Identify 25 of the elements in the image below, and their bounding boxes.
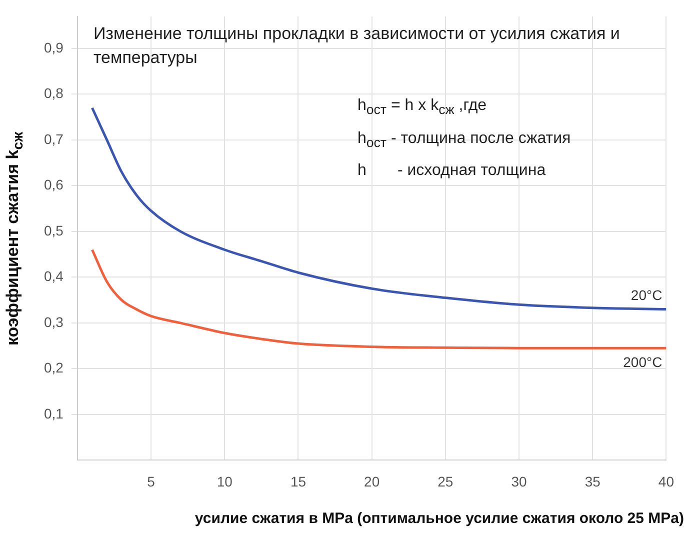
x-tick-label: 5 <box>147 473 156 490</box>
annotation: h$_{ост}$ - толщина после сжатия <box>357 128 571 152</box>
series-label: 200°C <box>623 354 662 370</box>
x-axis-title: усилие сжатия в MPa (оптимальное усилие сжатия около 25 MPa) <box>194 510 684 527</box>
y-tick-label: 0,5 <box>44 222 64 238</box>
x-tick-label: 35 <box>584 473 601 490</box>
series-label: 20°C <box>630 287 662 304</box>
y-tick-label: 0,1 <box>44 405 64 422</box>
x-tick-label: 25 <box>438 473 454 490</box>
x-tick-label: 10 <box>216 473 233 490</box>
y-tick-label: 0,9 <box>44 39 64 56</box>
y-tick-label: 0,6 <box>44 176 64 193</box>
x-tick-label: 30 <box>511 473 528 490</box>
line-series <box>90 248 666 350</box>
y-tick-label: 0,4 <box>44 268 64 284</box>
x-tick-label: 15 <box>290 473 306 490</box>
y-tick-label: 0,2 <box>44 360 64 376</box>
annotation: h - исходная толщина <box>357 160 547 181</box>
y-tick-label: 0,3 <box>44 314 64 330</box>
annotation: h$_{ост}$ = h x k$_{сж}$ ,где <box>357 96 488 120</box>
x-tick-label: 20 <box>364 473 380 490</box>
y-tick-label: 0,7 <box>44 130 64 147</box>
text: Изменение толщины прокладки в зависимости от усилия сжатия и температуры <box>93 23 621 70</box>
x-tick-label: 40 <box>658 473 674 490</box>
y-tick-label: 0,8 <box>44 85 64 102</box>
